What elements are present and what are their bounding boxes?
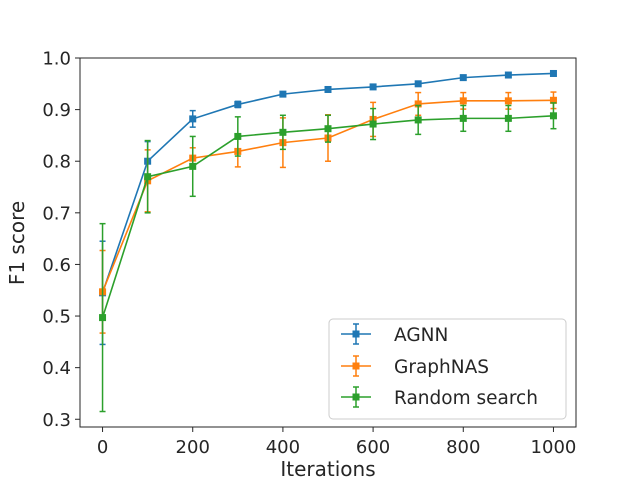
legend: AGNN GraphNAS Random search (328, 318, 567, 420)
series-random-search (99, 102, 557, 413)
plot-frame (79, 57, 577, 428)
y-tick-label: 0.9 (42, 100, 71, 121)
y-tick-label: 0.3 (42, 410, 71, 431)
x-tick-label: 1000 (531, 437, 577, 458)
data-point (324, 85, 332, 93)
x-axis: 0 200 400 600 800 1000 (97, 427, 577, 458)
data-point (369, 120, 377, 128)
data-point (459, 74, 467, 82)
data-point (279, 128, 287, 136)
series-agnn (99, 69, 557, 346)
data-point (504, 97, 512, 105)
legend-frame (328, 318, 567, 420)
data-point (189, 115, 197, 123)
legend-label: GraphNAS (394, 357, 489, 378)
x-axis-label: Iterations (280, 457, 375, 480)
legend-label: Random search (394, 388, 538, 409)
data-point (414, 116, 422, 124)
data-point (234, 132, 242, 140)
legend-item: AGNN (341, 323, 448, 346)
y-tick-label: 0.8 (42, 152, 71, 173)
y-tick-label: 0.4 (42, 358, 71, 379)
y-tick-label: 0.5 (42, 307, 71, 328)
data-point (414, 100, 422, 108)
legend-marker (352, 362, 360, 370)
legend-marker (352, 393, 360, 401)
x-tick-label: 800 (446, 437, 480, 458)
x-tick-label: 0 (97, 437, 108, 458)
y-tick-label: 0.6 (42, 255, 71, 276)
data-point (504, 71, 512, 79)
legend-marker (352, 330, 360, 338)
data-point (369, 83, 377, 91)
data-point (324, 125, 332, 133)
series-layer (99, 69, 557, 413)
data-point (234, 100, 242, 108)
data-point (549, 69, 557, 77)
y-tick-label: 0.7 (42, 203, 71, 224)
y-axis-label: F1 score (5, 201, 29, 285)
legend-label: AGNN (394, 325, 448, 346)
x-tick-label: 400 (266, 437, 300, 458)
x-tick-label: 600 (356, 437, 390, 458)
data-point (459, 97, 467, 105)
y-axis: 0.3 0.4 0.5 0.6 0.7 0.8 0.9 1.0 (42, 49, 80, 431)
data-point (459, 114, 467, 122)
data-point (414, 80, 422, 88)
data-point (549, 112, 557, 120)
data-point (504, 114, 512, 122)
data-point (99, 314, 107, 322)
legend-item: GraphNAS (341, 355, 489, 378)
legend-item: Random search (341, 386, 538, 409)
y-tick-label: 1.0 (42, 49, 71, 70)
data-point (144, 173, 152, 181)
data-point (189, 162, 197, 170)
x-tick-label: 200 (176, 437, 210, 458)
data-point (549, 96, 557, 104)
data-point (279, 90, 287, 98)
